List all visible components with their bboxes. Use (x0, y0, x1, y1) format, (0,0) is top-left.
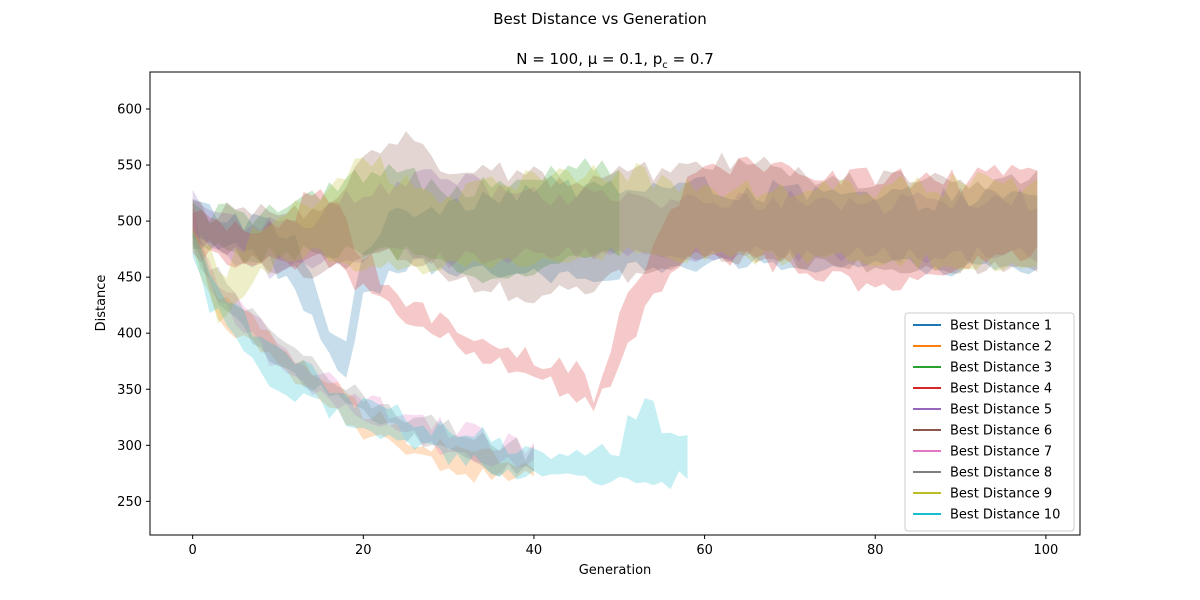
legend-label-5: Best Distance 5 (950, 403, 1052, 418)
legend-label-3: Best Distance 3 (950, 361, 1052, 376)
band-series-6 (192, 131, 1038, 304)
legend-label-1: Best Distance 1 (950, 319, 1052, 334)
x-tick-label: 60 (696, 543, 713, 558)
legend-label-9: Best Distance 9 (950, 487, 1052, 502)
figure-suptitle: Best Distance vs Generation (493, 10, 706, 28)
band-series-7 (192, 204, 534, 469)
y-tick-label: 300 (117, 439, 142, 454)
legend-label-10: Best Distance 10 (950, 508, 1060, 523)
y-tick-label: 550 (117, 159, 142, 174)
band-series-2 (192, 198, 534, 483)
x-axis-label: Generation (579, 563, 652, 578)
x-tick-label: 40 (526, 543, 543, 558)
legend-label-6: Best Distance 6 (950, 424, 1052, 439)
y-tick-label: 250 (117, 495, 142, 510)
plot-title: N = 100, μ = 0.1, pc = 0.7 (516, 50, 714, 71)
x-axis: 0 20 40 60 80 100 (189, 535, 1058, 558)
legend-label-2: Best Distance 2 (950, 340, 1052, 355)
band-series-10 (192, 232, 688, 490)
band-series-8 (192, 209, 534, 477)
band-series-5 (192, 169, 1038, 280)
legend: Best Distance 1 Best Distance 2 Best Dista… (904, 312, 1075, 532)
x-tick-label: 0 (189, 543, 197, 558)
y-tick-label: 500 (117, 215, 142, 230)
legend-label-8: Best Distance 8 (950, 466, 1052, 481)
x-tick-label: 20 (355, 543, 372, 558)
y-axis-label: Distance (94, 275, 109, 332)
plot-frame (149, 71, 1081, 536)
y-tick-label: 450 (117, 271, 142, 286)
band-series-3 (192, 158, 620, 284)
band-series-1 (192, 175, 1038, 378)
series-bands (192, 131, 1038, 490)
x-tick-label: 80 (867, 543, 884, 558)
y-axis: 250 300 350 400 450 500 550 600 (117, 102, 150, 510)
y-tick-label: 350 (117, 383, 142, 398)
legend-label-4: Best Distance 4 (950, 382, 1052, 397)
legend-label-7: Best Distance 7 (950, 445, 1052, 460)
legend-box (904, 312, 1075, 532)
x-tick-label: 100 (1033, 543, 1058, 558)
y-tick-label: 600 (117, 102, 142, 117)
band-series-4 (192, 156, 1038, 412)
band-series-9 (192, 155, 1038, 324)
y-tick-label: 400 (117, 327, 142, 342)
